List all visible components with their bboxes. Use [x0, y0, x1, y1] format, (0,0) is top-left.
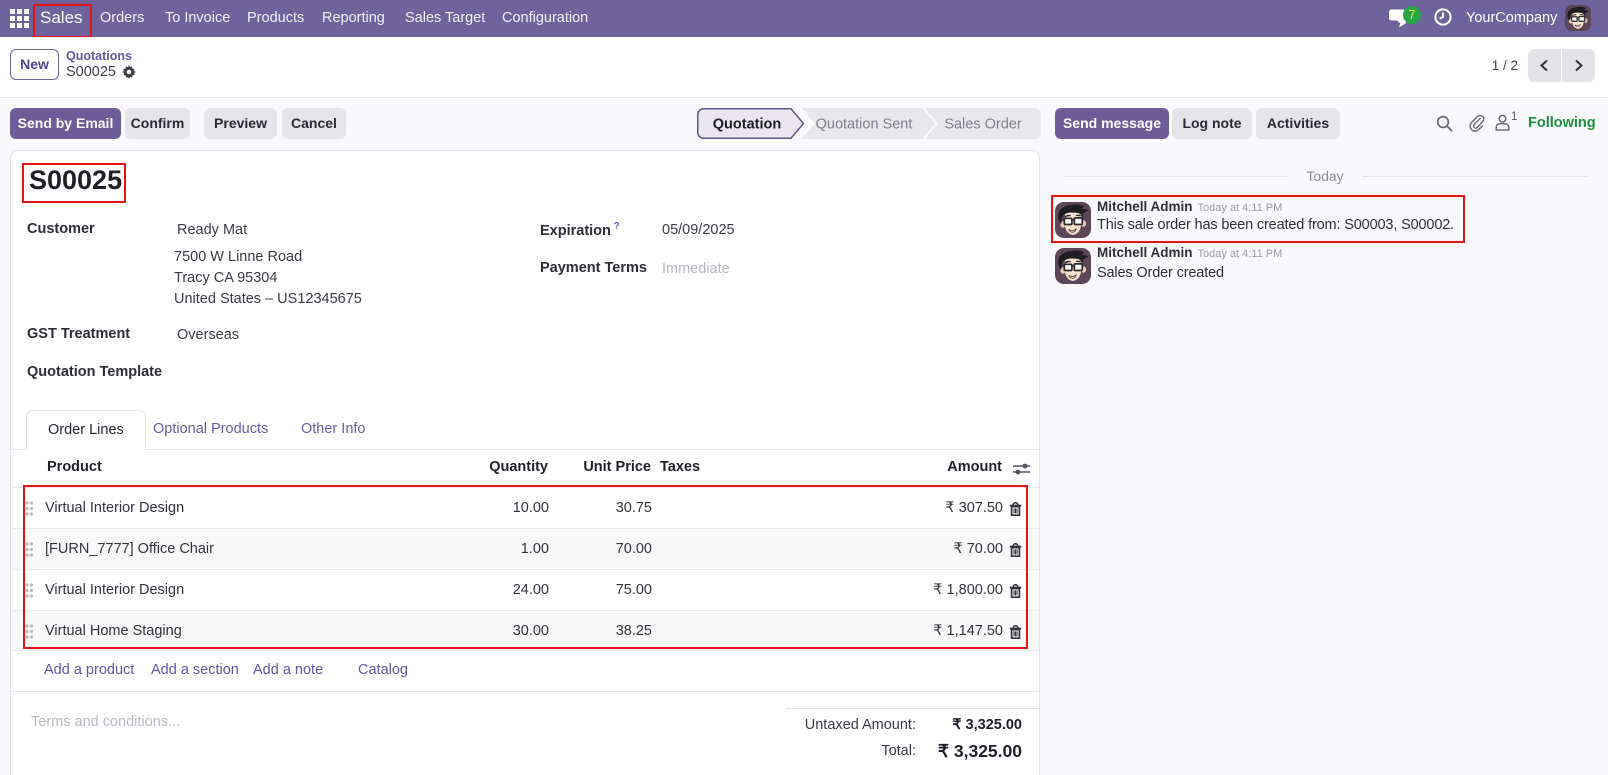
svg-text:Quotation Sent: Quotation Sent — [816, 117, 913, 133]
svg-text:Sales Order: Sales Order — [944, 117, 1022, 133]
svg-text:Quotation: Quotation — [713, 117, 781, 133]
